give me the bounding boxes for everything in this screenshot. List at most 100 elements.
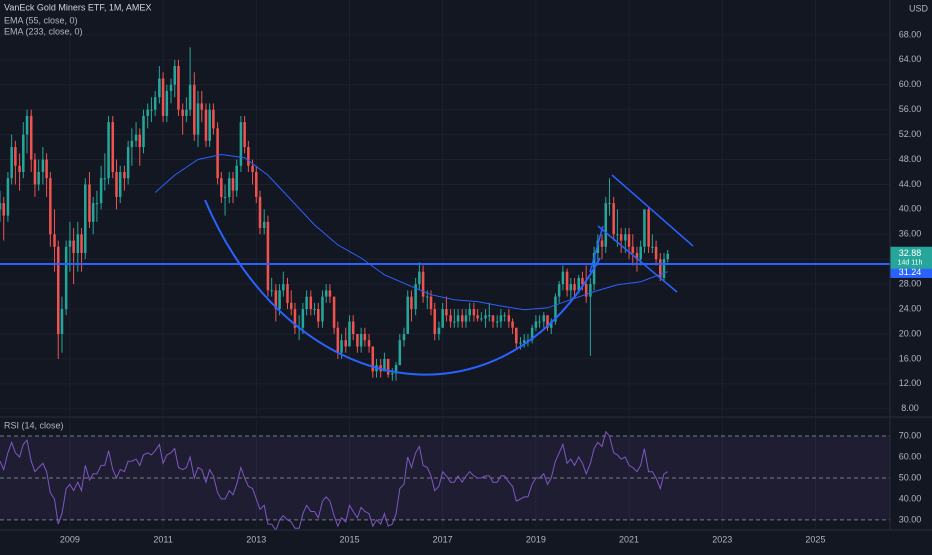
candle-body <box>111 122 115 172</box>
candle-body <box>313 309 316 311</box>
candle-body <box>150 109 153 111</box>
candle-body <box>643 209 646 247</box>
price-label-box <box>890 265 932 278</box>
trend-segment <box>589 225 604 273</box>
candle-body <box>18 165 21 172</box>
candle-body <box>549 321 553 328</box>
candle-body <box>99 178 103 204</box>
candle-body <box>49 178 52 235</box>
candle-body <box>356 333 359 347</box>
x-tick-label: 2013 <box>246 534 266 544</box>
rsi-tick-label: 50.00 <box>899 472 922 482</box>
candle-body <box>146 109 149 116</box>
candle-body <box>604 203 608 247</box>
candle-body <box>255 171 258 197</box>
candle-body <box>223 196 227 198</box>
candle-body <box>324 290 328 297</box>
candle-body <box>301 309 305 328</box>
candle-body <box>569 284 573 291</box>
candle-body <box>68 240 72 247</box>
candle-body <box>177 66 180 110</box>
candle-body <box>437 327 441 334</box>
candle-body <box>134 134 138 141</box>
candle-body <box>286 284 289 303</box>
candle-body <box>577 277 580 291</box>
candle-body <box>565 271 569 291</box>
candle-body <box>476 315 479 319</box>
y-tick-label: 48.00 <box>899 154 922 164</box>
candle-body <box>227 178 231 197</box>
candle-body <box>41 159 45 172</box>
candle-body <box>336 327 340 353</box>
rsi-pane <box>0 418 890 530</box>
rsi-tick-label: 30.00 <box>899 514 922 524</box>
candle-body <box>103 178 107 180</box>
candle-body <box>216 128 219 179</box>
candle-body <box>22 134 25 172</box>
y-tick-label: 16.00 <box>899 353 922 363</box>
wedge-lower <box>597 225 678 293</box>
candle-body <box>507 315 511 322</box>
candle-body <box>185 109 188 116</box>
candle-body <box>624 234 627 241</box>
candle-body <box>6 178 10 216</box>
y-tick-label: 20.00 <box>899 328 922 338</box>
rsi-label: RSI (14, close) <box>4 420 64 430</box>
candle-body <box>561 271 565 285</box>
candle-body <box>130 140 134 148</box>
candle-body <box>270 290 273 292</box>
candle-body <box>181 109 184 116</box>
candle-body <box>153 97 157 110</box>
candle-body <box>472 309 476 316</box>
candle-body <box>519 342 522 344</box>
candle-body <box>200 103 204 110</box>
candle-body <box>542 315 546 322</box>
candle-body <box>173 66 177 85</box>
candle-body <box>247 147 250 166</box>
candle-body <box>316 309 320 322</box>
candle-body <box>371 346 375 372</box>
candle-body <box>464 315 468 322</box>
candle-body <box>554 296 557 322</box>
candle-body <box>433 309 437 334</box>
candle-body <box>251 165 254 172</box>
candle-body <box>118 171 122 197</box>
candle-body <box>456 315 460 322</box>
x-tick-label: 2011 <box>153 534 172 544</box>
candle-body <box>161 78 165 116</box>
candle-body <box>10 147 13 179</box>
candle-body <box>495 321 499 323</box>
candle-body <box>468 309 471 316</box>
indicator-label: EMA (55, close, 0) <box>4 15 78 25</box>
candle-body <box>72 240 75 253</box>
candle-body <box>321 296 324 322</box>
candle-body <box>651 246 654 248</box>
y-tick-label: 68.00 <box>899 29 922 39</box>
candle-body <box>600 240 604 247</box>
candle-body <box>589 284 592 297</box>
candle-body <box>231 178 235 191</box>
candle-body <box>619 234 623 241</box>
price-pane <box>0 0 890 415</box>
candle-body <box>107 122 110 179</box>
candle-body <box>538 321 541 323</box>
candle-body <box>534 321 538 328</box>
x-tick-label: 2023 <box>712 534 732 544</box>
candle-body <box>406 296 409 334</box>
candle-body <box>84 184 87 253</box>
candle-body <box>530 327 534 341</box>
candle-body <box>418 271 421 285</box>
candle-body <box>29 115 33 160</box>
candle-body <box>138 134 142 148</box>
candle-body <box>499 315 503 322</box>
candle-body <box>123 171 126 179</box>
candle-body <box>480 318 483 320</box>
last-price-label: 32.88 <box>899 248 922 258</box>
y-tick-label: 8.00 <box>901 403 919 413</box>
candle-body <box>635 252 639 260</box>
last-price-box <box>890 246 932 269</box>
candle-body <box>391 373 394 375</box>
candle-body <box>208 109 211 141</box>
currency[interactable]: USD <box>909 3 929 13</box>
